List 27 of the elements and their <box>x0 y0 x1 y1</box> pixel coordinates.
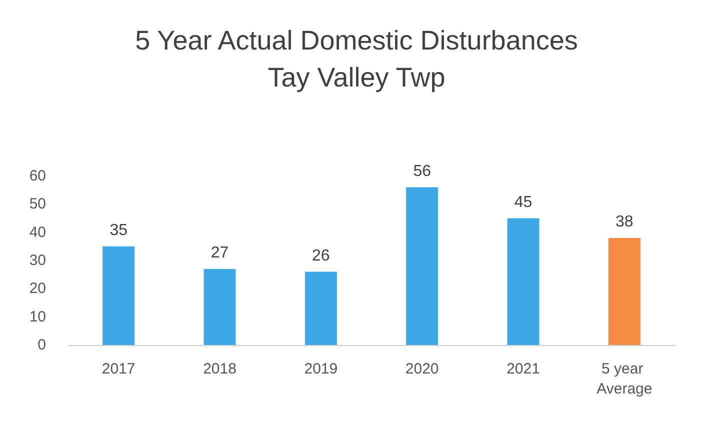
y-tick-label: 30 <box>29 252 46 269</box>
data-label: 27 <box>210 244 229 262</box>
chart-subtitle: Tay Valley Twp <box>268 62 446 92</box>
data-label: 45 <box>514 194 532 211</box>
chart-title: 5 Year Actual Domestic Disturbances <box>135 26 578 56</box>
x-tick-label: 2021 <box>506 360 540 378</box>
x-tick-label: 2020 <box>405 360 439 378</box>
bar <box>507 218 540 345</box>
bar <box>204 268 236 345</box>
data-label: 26 <box>312 247 330 264</box>
data-label: 38 <box>616 213 634 230</box>
bar <box>608 238 640 345</box>
data-label: 56 <box>413 162 432 180</box>
y-tick-label: 50 <box>29 196 46 213</box>
y-tick-label: 0 <box>38 336 46 354</box>
x-tick-label: 2017 <box>102 360 136 378</box>
bar <box>406 187 438 345</box>
bar <box>102 246 135 345</box>
y-tick-label: 10 <box>29 308 46 326</box>
data-label: 35 <box>110 222 128 239</box>
x-tick-label: 2018 <box>203 360 236 378</box>
x-tick-label: 5 year Average <box>596 360 652 398</box>
y-tick-label: 40 <box>29 224 46 241</box>
x-tick-label: 2019 <box>304 360 338 378</box>
y-tick-label: 20 <box>29 280 46 298</box>
y-tick-label: 60 <box>29 168 46 184</box>
bar <box>304 272 337 345</box>
